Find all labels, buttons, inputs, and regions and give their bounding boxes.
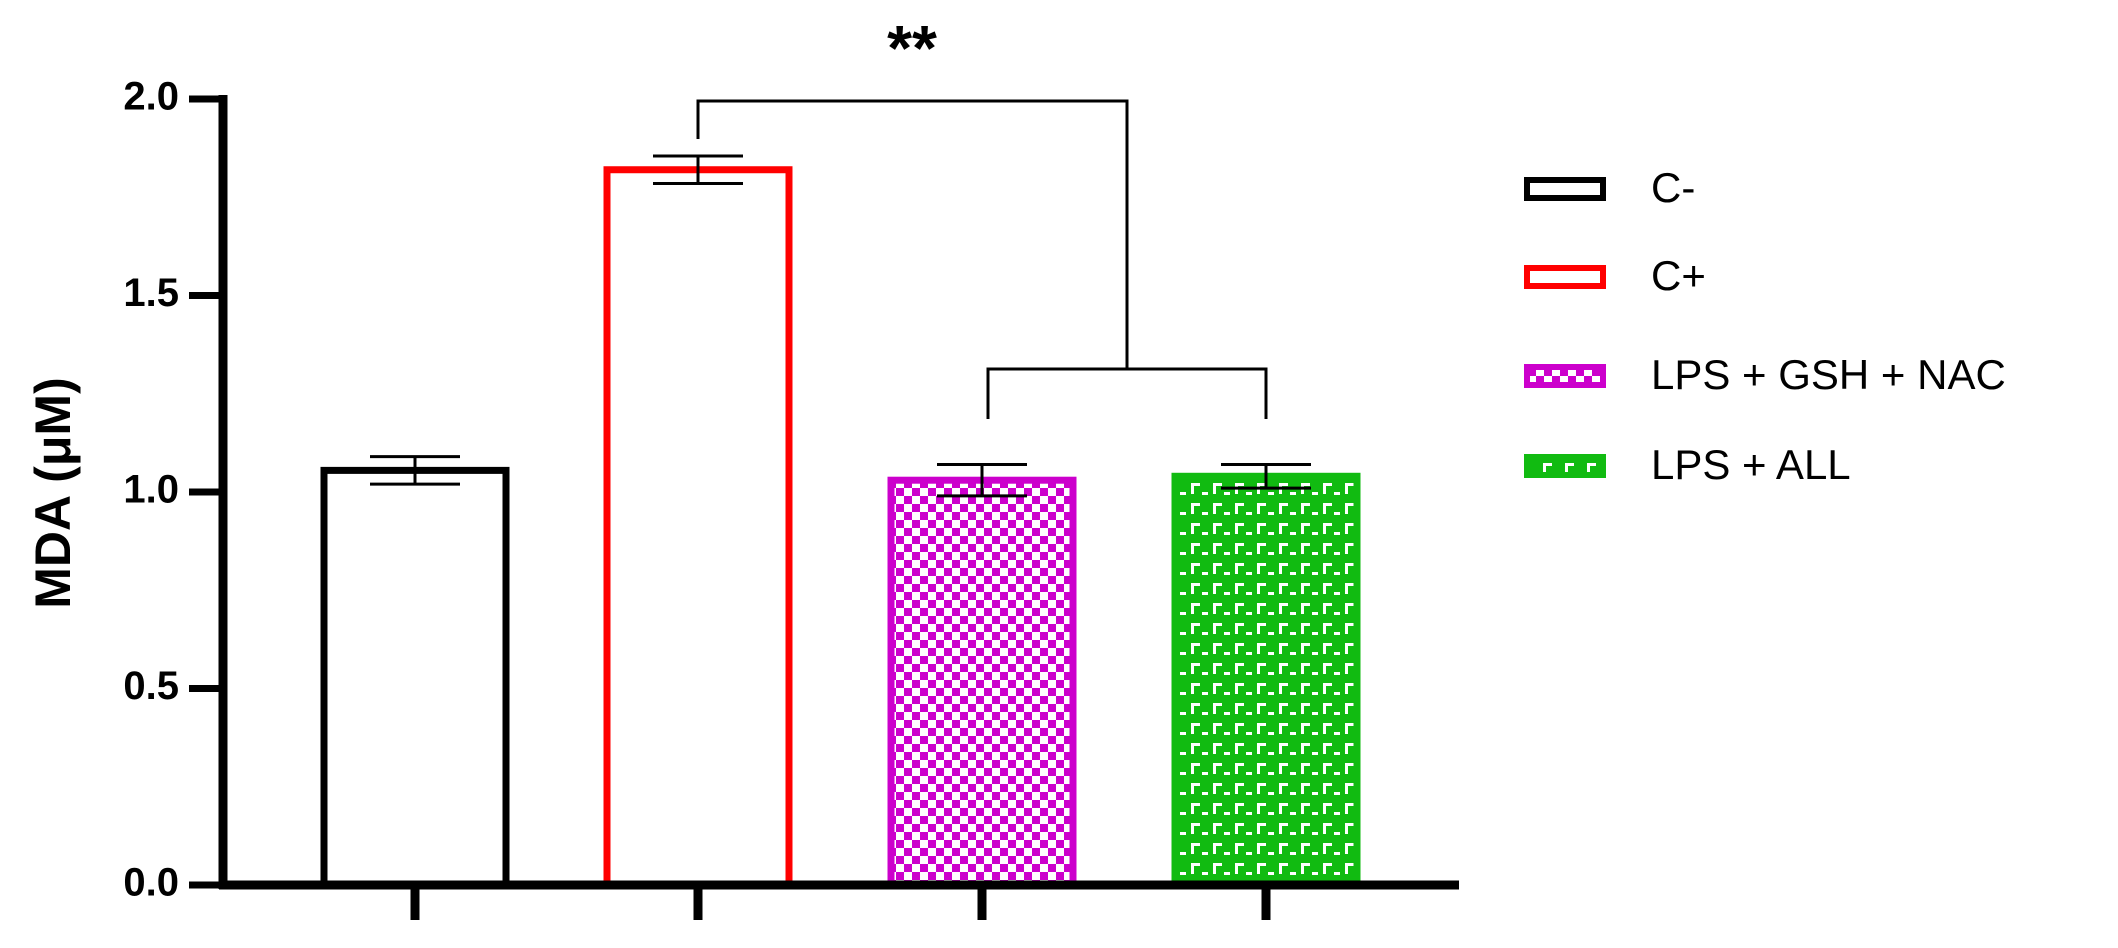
legend-swatch: [1524, 364, 1606, 388]
bar: [887, 476, 1077, 889]
bar: [603, 166, 793, 889]
legend-label: C+: [1651, 252, 1706, 299]
legend-swatch: [1524, 177, 1606, 201]
y-tick-label: 1.0: [123, 468, 179, 512]
annotation: **: [887, 12, 937, 84]
significance-bracket: [696, 99, 1129, 369]
error-bar: [370, 455, 460, 486]
legend-label: LPS + ALL: [1651, 441, 1851, 488]
error-bar: [937, 462, 1027, 498]
bar: [320, 466, 510, 889]
y-tick-label: 1.5: [123, 271, 179, 315]
y-tick-label: 2.0: [123, 75, 179, 119]
legend-swatch: [1524, 454, 1606, 478]
error-bar: [653, 154, 743, 185]
legend-swatch: [1524, 265, 1606, 289]
error-bar: [1221, 462, 1311, 490]
bar: [1171, 472, 1361, 889]
significance-bracket: [986, 367, 1268, 419]
y-tick-label: 0.0: [123, 861, 179, 905]
legend-label: LPS + GSH + NAC: [1651, 351, 2006, 398]
y-tick-label: 0.5: [123, 664, 179, 708]
y-axis-label: MDA (μM): [25, 377, 81, 608]
legend-label: C-: [1651, 164, 1695, 211]
